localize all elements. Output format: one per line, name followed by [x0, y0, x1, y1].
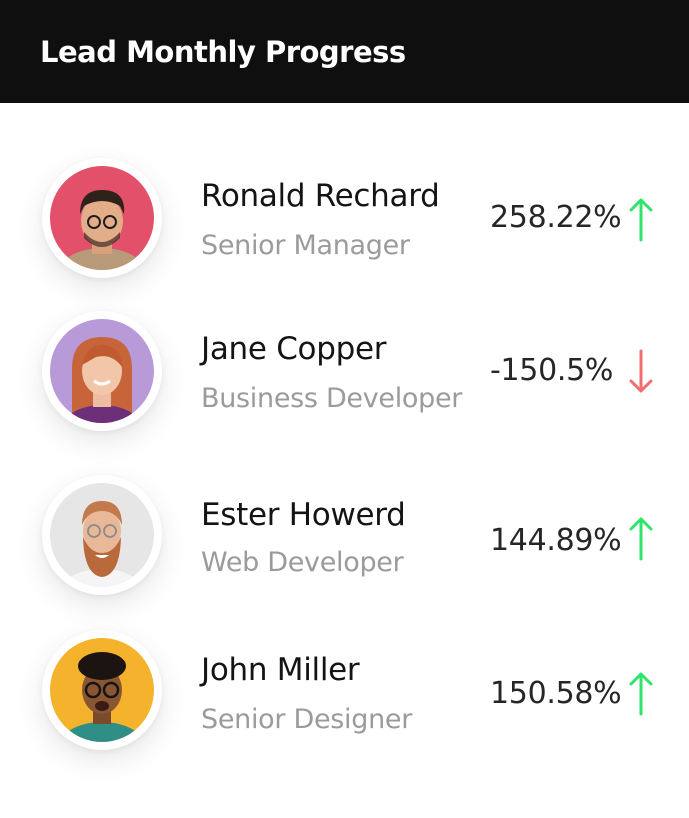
list-item[interactable]: Jane Copper Business Developer -150.5% [0, 311, 689, 441]
person-role: Web Developer [201, 547, 404, 578]
person-role: Business Developer [201, 383, 463, 414]
avatar [42, 311, 162, 431]
list-item[interactable]: John Miller Senior Designer 150.58% [0, 630, 689, 760]
person-name: Ester Howerd [201, 497, 406, 533]
person-role: Senior Designer [201, 704, 412, 735]
person-name: Ronald Rechard [201, 178, 440, 214]
page-title: Lead Monthly Progress [40, 34, 406, 69]
card-header: Lead Monthly Progress [0, 0, 689, 103]
lead-list: Ronald Rechard Senior Manager 258.22% Ja… [0, 103, 689, 818]
progress-value: 150.58% [490, 676, 622, 711]
arrow-up-icon [629, 198, 653, 242]
avatar [42, 630, 162, 750]
progress-value: 258.22% [490, 200, 622, 235]
progress-value: 144.89% [490, 523, 622, 558]
progress-value: -150.5% [490, 353, 614, 388]
arrow-up-icon [629, 517, 653, 561]
arrow-up-icon [629, 672, 653, 716]
list-item[interactable]: Ester Howerd Web Developer 144.89% [0, 475, 689, 605]
list-item[interactable]: Ronald Rechard Senior Manager 258.22% [0, 158, 689, 288]
person-name: John Miller [201, 652, 360, 688]
arrow-down-icon [629, 349, 653, 393]
avatar [42, 475, 162, 595]
person-role: Senior Manager [201, 230, 410, 261]
avatar [42, 158, 162, 278]
person-name: Jane Copper [201, 331, 387, 367]
